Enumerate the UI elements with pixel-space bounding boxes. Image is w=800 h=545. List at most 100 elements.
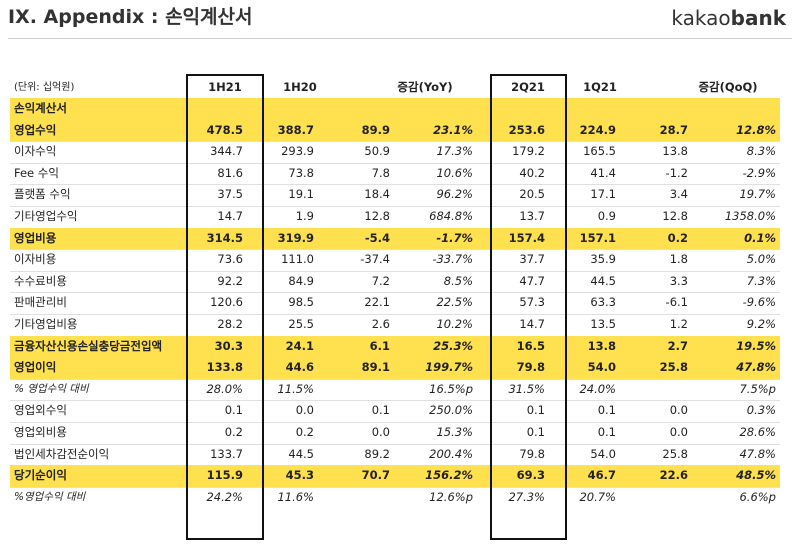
cell: 24.0% xyxy=(579,381,616,396)
cell: 25.5 xyxy=(288,317,314,331)
cell: 2.7 xyxy=(667,338,688,353)
row-label: 이자비용 xyxy=(14,252,57,267)
row-label: 영업수익 xyxy=(14,122,57,137)
row-separator xyxy=(10,378,780,380)
cell: 2.6 xyxy=(371,317,390,331)
cell: 10.2% xyxy=(436,317,473,331)
cell: -9.6% xyxy=(742,295,776,310)
cell: 79.8 xyxy=(519,446,545,461)
cell: 47.8% xyxy=(736,360,776,375)
cell: 37.5 xyxy=(217,187,243,202)
cell: 89.1 xyxy=(361,360,390,375)
row-label: Fee 수익 xyxy=(14,165,59,180)
cell: 48.5% xyxy=(736,468,776,483)
cell: 19.7% xyxy=(739,187,776,202)
cell: 69.3 xyxy=(516,468,545,483)
row-label: 영업이익 xyxy=(14,360,57,375)
cell: -37.4 xyxy=(360,252,390,267)
cell: 57.3 xyxy=(519,295,545,310)
cell: 0.1 xyxy=(597,425,616,439)
cell: 120.6 xyxy=(210,295,243,310)
cell: 0.2 xyxy=(667,230,688,245)
unit-label: (단위: 십억원) xyxy=(14,82,75,93)
cell: 0.0 xyxy=(371,425,390,439)
cell: 44.5 xyxy=(590,273,616,288)
cell: 27.3% xyxy=(508,489,545,504)
cell: 133.7 xyxy=(210,446,243,461)
cell: 41.4 xyxy=(590,165,616,180)
cell: 7.2 xyxy=(371,273,390,288)
cell: 6.6%p xyxy=(739,489,776,504)
row-separator xyxy=(10,162,780,164)
cell: 24.2% xyxy=(206,489,243,504)
cell: 0.1 xyxy=(526,403,545,418)
cell: -1.7% xyxy=(436,230,473,245)
cell: 28.7 xyxy=(659,122,688,137)
cell: 44.6 xyxy=(285,360,314,375)
cell: 54.0 xyxy=(587,360,616,375)
cell: 7.3% xyxy=(746,273,776,288)
row-separator xyxy=(10,184,780,186)
cell: 0.1 xyxy=(526,425,545,439)
cell: 3.3 xyxy=(669,273,688,288)
cell: 6.1 xyxy=(369,338,390,353)
cell: 19.1 xyxy=(288,187,314,202)
cell: 8.3% xyxy=(746,144,776,159)
cell: -5.4 xyxy=(364,230,390,245)
cell: 8.5% xyxy=(443,273,473,288)
cell: 314.5 xyxy=(206,230,243,245)
cell: 224.9 xyxy=(579,122,616,137)
cell: 157.1 xyxy=(579,230,616,245)
cell: 89.2 xyxy=(364,446,390,461)
cell: 388.7 xyxy=(277,122,314,137)
cell: 14.7 xyxy=(217,209,243,223)
cell: 0.2 xyxy=(224,425,243,439)
cell: 11.5% xyxy=(277,381,314,396)
cell: 45.3 xyxy=(285,468,314,483)
cell: 14.7 xyxy=(519,317,545,331)
row-highlight xyxy=(10,357,780,379)
row-label: 영업비용 xyxy=(14,230,57,245)
cell: 19.5% xyxy=(736,338,776,353)
row-separator xyxy=(10,422,780,423)
cell: 16.5%p xyxy=(429,381,473,396)
cell: 17.3% xyxy=(436,144,473,159)
cell: 0.0 xyxy=(669,403,688,418)
cell: 7.5%p xyxy=(739,381,776,396)
cell: 18.4 xyxy=(364,187,390,202)
cell: 0.0 xyxy=(295,403,314,418)
column-box xyxy=(490,74,567,540)
cell: 11.6% xyxy=(277,489,314,504)
row-label: 수수료비용 xyxy=(14,273,67,288)
cell: 0.1% xyxy=(744,230,776,245)
row-highlight xyxy=(10,335,780,358)
row-label: 영업외수익 xyxy=(14,403,67,418)
row-highlight xyxy=(10,119,780,142)
cell: 28.6% xyxy=(739,425,776,439)
cell: 1.8 xyxy=(669,252,688,267)
cell: 89.9 xyxy=(361,122,390,137)
row-label: %영업수익 대비 xyxy=(14,490,86,503)
cell: 25.8 xyxy=(662,446,688,461)
cell: -6.1 xyxy=(665,295,688,310)
cell: 12.8 xyxy=(364,209,390,223)
row-separator xyxy=(10,270,780,272)
cell: 25.8 xyxy=(659,360,688,375)
column-header: 1H20 xyxy=(283,80,317,94)
cell: 13.8 xyxy=(662,144,688,159)
cell: 20.5 xyxy=(519,187,545,202)
cell: 200.4% xyxy=(429,446,473,461)
row-highlight xyxy=(10,98,780,120)
cell: 12.8 xyxy=(662,209,688,223)
cell: 0.3% xyxy=(746,403,776,418)
column-header: 증감(QoQ) xyxy=(698,80,758,94)
cell: 3.4 xyxy=(669,187,688,202)
cell: -33.7% xyxy=(432,252,473,267)
logo-bold: bank xyxy=(730,6,786,30)
row-label: 영업외비용 xyxy=(14,425,67,439)
cell: 165.5 xyxy=(583,144,616,159)
row-label: 금융자산신용손실충당금전입액 xyxy=(14,338,163,353)
row-label: 기타영업비용 xyxy=(14,317,78,331)
cell: 24.1 xyxy=(285,338,314,353)
